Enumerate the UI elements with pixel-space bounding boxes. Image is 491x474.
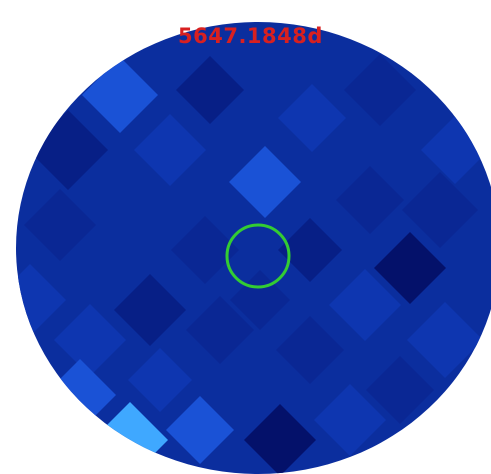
pixel-cells <box>16 54 491 474</box>
pixel-cell <box>329 269 401 341</box>
pixel-cell <box>176 56 244 124</box>
pixel-cell <box>366 356 434 424</box>
pixel-cell <box>407 302 483 378</box>
timestamp-label: 5647.1848d <box>178 24 323 48</box>
pixel-cell <box>344 54 416 126</box>
pixel-cell <box>436 386 491 454</box>
pixel-cell <box>276 316 344 384</box>
pixel-cell <box>229 146 301 218</box>
target-aperture-circle <box>225 223 291 289</box>
pixel-cell <box>374 232 446 304</box>
pixel-cell <box>186 296 254 364</box>
pixel-cell <box>16 264 66 336</box>
pixel-cell <box>128 348 192 412</box>
pixel-cell <box>171 216 239 284</box>
pixel-cell <box>244 404 316 474</box>
pixel-cell <box>24 189 96 261</box>
pixel-cell <box>402 172 478 248</box>
pixel-cell <box>134 114 206 186</box>
pixel-cell <box>336 166 404 234</box>
pixel-cell <box>314 384 386 456</box>
pixel-cell <box>278 218 342 282</box>
pixel-cell <box>54 304 126 376</box>
pixel-cell <box>166 396 234 464</box>
pixel-cell <box>278 84 346 152</box>
pixel-cell <box>114 274 186 346</box>
